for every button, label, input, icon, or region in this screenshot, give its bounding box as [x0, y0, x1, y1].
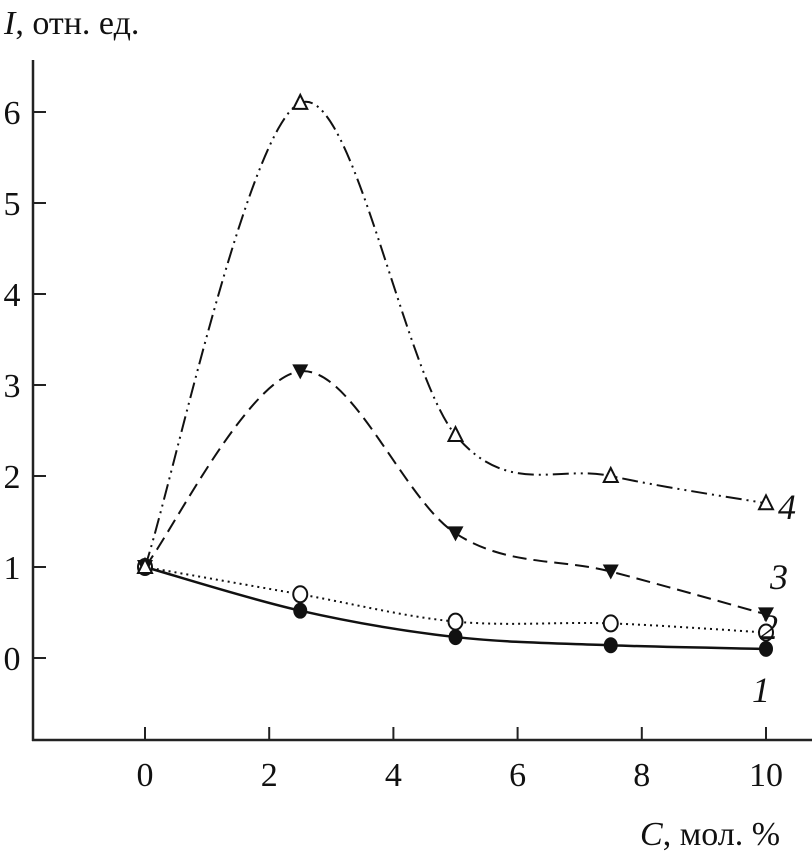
- y-axis-label-unit: , отн. ед.: [15, 5, 139, 42]
- series-2-point: [602, 614, 619, 633]
- series-1-point: [293, 602, 308, 619]
- y-tick-label: 6: [4, 95, 21, 132]
- series-2-point: [447, 612, 464, 631]
- series-1-point: [448, 629, 463, 646]
- series-4-point: [446, 424, 465, 443]
- series-2-point: [758, 623, 774, 642]
- y-tick-label: 0: [4, 641, 21, 678]
- series-4-point: [757, 493, 775, 511]
- series-4-line: [144, 100, 767, 568]
- x-axis-label: C, мол. %: [640, 816, 780, 853]
- x-axis-label-var: C: [640, 816, 663, 853]
- series-3-line: [144, 370, 767, 616]
- series-3-point: [447, 526, 464, 542]
- x-tick-label: 4: [385, 757, 402, 794]
- y-tick-label: 5: [4, 186, 21, 223]
- series-4-point: [291, 92, 309, 110]
- series-2-point: [292, 585, 309, 604]
- x-tick-label: 8: [633, 757, 650, 794]
- x-axis-label-unit: , мол. %: [663, 816, 780, 853]
- y-tick-label: 4: [4, 277, 21, 314]
- y-axis-label: I, отн. ед.: [3, 5, 139, 42]
- x-tick-label: 10: [749, 757, 783, 794]
- series-1-point: [759, 640, 773, 657]
- series-4-point: [136, 556, 154, 574]
- series-3-point: [292, 364, 309, 380]
- y-axis-label-var: I: [3, 5, 17, 42]
- series-1-label: 1: [752, 670, 770, 710]
- x-tick-label: 2: [261, 757, 278, 794]
- y-tick-label: 3: [4, 368, 21, 405]
- series-3-point: [758, 607, 774, 623]
- series-3-point: [602, 564, 619, 580]
- y-tick-label: 2: [4, 459, 21, 496]
- series-4-label: 4: [778, 487, 796, 527]
- x-tick-label: 6: [509, 757, 526, 794]
- series-4-point: [602, 465, 620, 483]
- x-tick-label: 0: [137, 757, 154, 794]
- series-2-line: [144, 566, 767, 634]
- y-tick-label: 1: [4, 550, 21, 587]
- series-1-point: [603, 637, 618, 654]
- series-3-label: 3: [769, 557, 788, 597]
